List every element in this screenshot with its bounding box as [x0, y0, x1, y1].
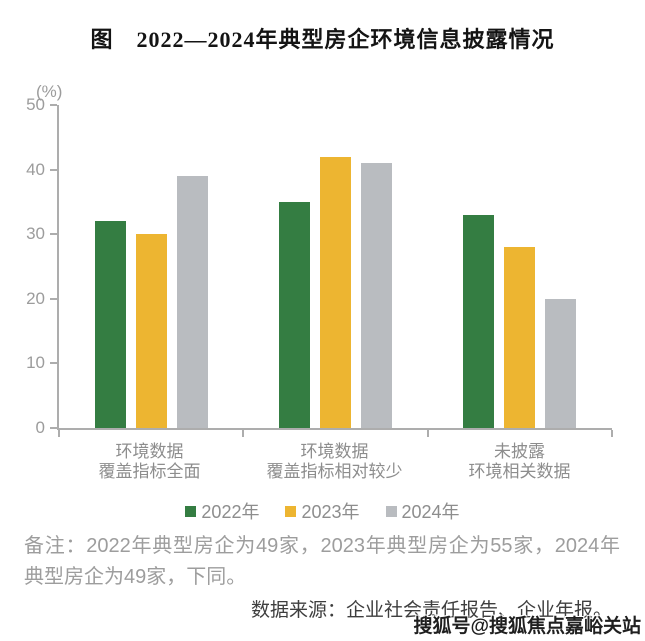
legend: 2022年 2023年 2024年: [0, 498, 645, 524]
data-source: 数据来源：企业社会责任报告、企业年报。: [250, 600, 612, 621]
x-category-label-3: 未披露 环境相关数据: [468, 442, 571, 481]
x-tick-mark: [58, 430, 60, 437]
x-tick-mark: [611, 430, 613, 437]
legend-label-2023: 2023年: [301, 502, 360, 522]
bar-2024-group2: [360, 163, 392, 428]
y-tick-label: 50: [26, 95, 45, 114]
bar-2023-group2: [319, 156, 351, 428]
y-tick-label: 30: [26, 224, 45, 244]
y-tick-mark: [50, 297, 57, 300]
plot-area: 0 10 20 30 40 50: [26, 95, 613, 437]
x-category-label-1: 环境数据 覆盖指标全面: [98, 442, 201, 481]
x-category-label-2: 环境数据 覆盖指标相对较少: [266, 442, 403, 481]
legend-item-2022: 2022年: [185, 498, 259, 524]
legend-label-2024: 2024年: [401, 502, 460, 522]
legend-swatch-2023: [285, 505, 297, 517]
bar-group-3: [428, 105, 612, 428]
legend-item-2023: 2023年: [285, 498, 360, 524]
legend-item-2024: 2024年: [385, 498, 460, 524]
y-tick-mark: [50, 233, 57, 236]
watermark: 搜狐号@搜狐焦点嘉峪关站: [413, 616, 641, 637]
bar-2023-group3: [504, 247, 536, 428]
y-axis-unit-label: (%): [36, 82, 63, 101]
y-tick-mark: [50, 168, 57, 171]
y-tick-mark: [50, 427, 57, 429]
x-tick-mark: [242, 430, 245, 437]
chart-title: 图 2022—2024年典型房企环境信息披露情况: [90, 27, 555, 52]
y-tick-label: 20: [26, 288, 45, 308]
bar-2023-group1: [135, 234, 167, 428]
x-tick-mark: [426, 430, 429, 437]
legend-swatch-2024: [385, 505, 397, 517]
y-tick-label: 10: [26, 353, 45, 373]
legend-label-2022: 2022年: [201, 502, 260, 522]
x-axis-labels: 环境数据 覆盖指标全面 环境数据 覆盖指标相对较少 未披露 环境相关数据: [57, 442, 612, 482]
footnote: 备注：2022年典型房企为49家，2023年典型房企为55家，2024年典型房企…: [24, 535, 620, 588]
bar-2022-group1: [94, 221, 126, 428]
y-tick-label: 40: [26, 159, 45, 179]
bar-2024-group1: [176, 176, 208, 428]
bar-2024-group3: [545, 298, 577, 428]
y-tick-mark: [50, 362, 57, 365]
bar-2022-group3: [463, 214, 495, 428]
bar-group-2: [243, 105, 427, 428]
bar-group-1: [59, 105, 243, 428]
y-tick-label: 0: [35, 418, 45, 437]
bar-groups: [59, 105, 612, 428]
y-tick-mark: [50, 104, 57, 106]
legend-swatch-2022: [185, 505, 197, 517]
bar-2022-group2: [278, 201, 310, 428]
